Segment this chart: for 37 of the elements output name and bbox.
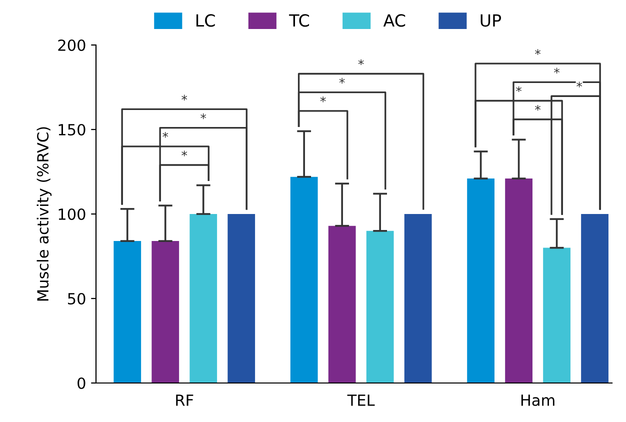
bar <box>505 178 532 383</box>
bar <box>228 214 256 383</box>
bar <box>328 226 356 383</box>
x-tick-label: Ham <box>521 394 554 406</box>
bar <box>152 241 180 383</box>
y-tick-label: 0 <box>78 377 86 390</box>
bar <box>190 214 218 383</box>
y-axis-title: Muscle activity (%RVC) <box>36 127 52 301</box>
bar <box>404 214 432 383</box>
annotation: * <box>162 132 168 138</box>
x-tick-label: TEL <box>347 394 375 406</box>
legend-label: LC <box>196 14 215 27</box>
annotation: * <box>358 59 364 66</box>
annotation: * <box>516 86 522 92</box>
annotation: * <box>535 104 541 111</box>
bar <box>366 230 394 383</box>
annotation: * <box>339 78 345 84</box>
bar <box>290 176 318 383</box>
annotation: * <box>535 49 541 55</box>
y-tick-label: 100 <box>58 208 86 220</box>
annotation: * <box>182 94 188 101</box>
bar <box>543 248 570 383</box>
annotation: * <box>182 150 188 156</box>
annotation: * <box>554 68 560 74</box>
annotation: * <box>320 96 326 102</box>
annotation: * <box>200 113 206 120</box>
legend-label: UP <box>480 14 502 27</box>
y-tick-label: 200 <box>58 39 86 52</box>
annotation: * <box>576 82 582 88</box>
y-tick-label: 150 <box>58 124 86 136</box>
legend-label: AC <box>383 14 406 27</box>
bar <box>467 178 494 383</box>
legend-label: TC <box>289 14 310 27</box>
bar <box>114 241 142 383</box>
y-tick-label: 50 <box>68 292 86 305</box>
bar <box>581 214 608 383</box>
x-tick-label: RF <box>176 394 194 406</box>
